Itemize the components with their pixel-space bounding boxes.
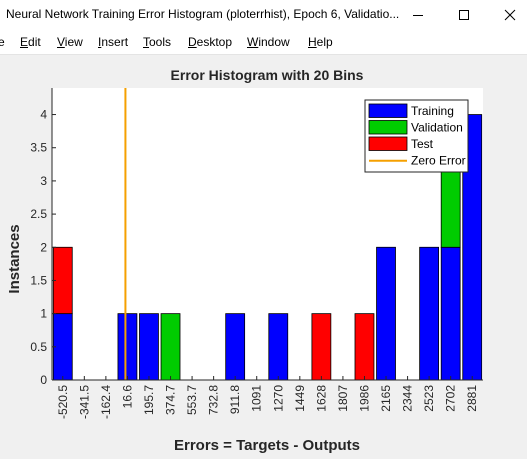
bar-training-8 bbox=[225, 313, 246, 381]
menu-view[interactable]: View bbox=[57, 35, 83, 49]
x-tick-label: 1986 bbox=[357, 385, 371, 412]
x-tick-label: 732.8 bbox=[207, 385, 221, 415]
close-button[interactable] bbox=[487, 0, 527, 30]
x-tick-label: 1628 bbox=[314, 385, 328, 412]
x-tick-label: 16.6 bbox=[120, 385, 134, 409]
bar-test-12 bbox=[311, 313, 332, 381]
x-tick-label: 2165 bbox=[379, 385, 393, 412]
bar-training-17 bbox=[419, 246, 440, 381]
maximize-icon bbox=[459, 10, 469, 20]
x-tick-label: 553.7 bbox=[185, 385, 199, 415]
bar-training-0 bbox=[52, 313, 73, 381]
legend-label: Zero Error bbox=[411, 154, 466, 168]
menu-edit[interactable]: Edit bbox=[20, 35, 41, 49]
x-tick-label: 1270 bbox=[271, 385, 285, 412]
y-tick-label: 0 bbox=[40, 373, 47, 387]
legend-label: Training bbox=[411, 104, 454, 118]
x-tick-label: 2344 bbox=[401, 385, 415, 412]
legend-swatch-test bbox=[368, 136, 408, 151]
bar-training-4 bbox=[139, 313, 159, 381]
y-tick-label: 1.5 bbox=[30, 273, 47, 287]
menu-tools[interactable]: Tools bbox=[143, 35, 172, 49]
legend-label: Validation bbox=[411, 121, 463, 135]
y-tick-label: 4 bbox=[40, 108, 47, 122]
x-tick-label: -341.5 bbox=[77, 385, 91, 419]
y-tick-label: 3 bbox=[40, 174, 47, 188]
menu-desktop[interactable]: Desktop bbox=[188, 35, 233, 49]
y-tick-label: 0.5 bbox=[30, 340, 47, 354]
maximize-button[interactable] bbox=[441, 0, 487, 30]
legend-swatch-training bbox=[368, 103, 408, 118]
x-tick-label: 2523 bbox=[422, 385, 436, 412]
legend-label: Test bbox=[411, 137, 434, 151]
x-tick-label: 2702 bbox=[444, 385, 458, 412]
x-tick-label: 911.8 bbox=[228, 385, 242, 414]
bar-validation-5 bbox=[160, 313, 181, 381]
x-tick-label: 195.7 bbox=[142, 385, 156, 415]
y-tick-label: 2 bbox=[40, 240, 47, 254]
x-tick-label: 2881 bbox=[465, 385, 479, 412]
bar-training-18 bbox=[440, 246, 461, 381]
minimize-button[interactable] bbox=[395, 0, 441, 30]
y-tick-label: 2.5 bbox=[30, 207, 47, 221]
legend-swatch-validation bbox=[368, 120, 408, 135]
bar-test-14 bbox=[354, 313, 375, 381]
error-histogram-chart: 0 0.5 1 1.5 2 2.5 3 3.5 4 -520.5 -341.5 -162.4 16.6… bbox=[6, 67, 483, 454]
x-tick-label: 1807 bbox=[336, 385, 350, 412]
figure-canvas: 0 0.5 1 1.5 2 2.5 3 3.5 4 -520.5 -341.5 -162.4 16.6… bbox=[0, 55, 527, 459]
y-axis-label: Instances bbox=[6, 224, 23, 293]
window-title: Neural Network Training Error Histogram … bbox=[6, 7, 400, 21]
minimize-icon bbox=[413, 15, 423, 16]
close-icon bbox=[504, 9, 516, 21]
x-tick-label: 374.7 bbox=[164, 385, 178, 415]
x-tick-label: 1449 bbox=[293, 385, 307, 412]
bar-test-0 bbox=[52, 246, 73, 315]
chart-title: Error Histogram with 20 Bins bbox=[171, 67, 364, 83]
x-axis-label: Errors = Targets - Outputs bbox=[174, 437, 360, 454]
menu-file[interactable]: e bbox=[0, 35, 5, 49]
menu-help[interactable]: Help bbox=[308, 35, 333, 49]
y-tick-label: 1 bbox=[40, 307, 47, 321]
title-bar[interactable]: Neural Network Training Error Histogram … bbox=[0, 0, 527, 30]
menu-bar: e Edit View Insert Tools Desktop Window … bbox=[0, 30, 527, 55]
bar-training-10 bbox=[268, 313, 289, 381]
x-tick-label: -162.4 bbox=[99, 385, 113, 419]
x-tick-label: -520.5 bbox=[56, 385, 70, 419]
bar-training-15 bbox=[376, 246, 396, 381]
x-tick-label: 1091 bbox=[250, 385, 264, 412]
menu-insert[interactable]: Insert bbox=[98, 35, 129, 49]
y-tick-label: 3.5 bbox=[30, 141, 47, 155]
menu-window[interactable]: Window bbox=[247, 35, 290, 49]
bar-training-3 bbox=[117, 313, 138, 381]
